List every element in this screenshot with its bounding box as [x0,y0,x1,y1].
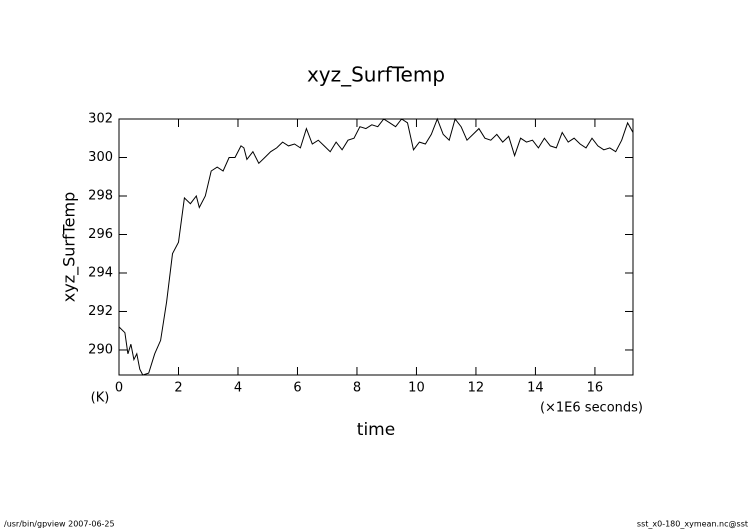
chart-title: xyz_SurfTemp [307,63,445,87]
y-axis-label: xyz_SurfTemp [60,192,80,302]
y-tick-label: 302 [88,112,113,127]
x-tick-label: 6 [293,381,301,396]
y-tick-label: 292 [88,304,113,319]
y-tick-label: 290 [88,342,113,357]
x-tick-label: 16 [587,381,604,396]
x-tick-label: 12 [468,381,485,396]
footer-left: /usr/bin/gpview 2007-06-25 [4,520,115,529]
x-tick-label: 14 [527,381,544,396]
plot-frame [118,118,634,376]
y-tick-label: 300 [88,150,113,165]
y-tick-label: 298 [88,188,113,203]
y-tick-label: 294 [88,265,113,280]
footer-right: sst_x0-180_xymean.nc@sst [637,520,748,529]
x-tick-label: 10 [408,381,425,396]
y-tick-label: 296 [88,227,113,242]
x-tick-label: 4 [234,381,242,396]
x-tick-label: 0 [115,381,123,396]
y-units: (K) [91,391,110,406]
x-axis-label: time [357,420,395,440]
x-tick-label: 2 [174,381,182,396]
x-units: (×1E6 seconds) [540,401,643,416]
data-line [118,117,634,376]
x-tick-label: 8 [353,381,361,396]
